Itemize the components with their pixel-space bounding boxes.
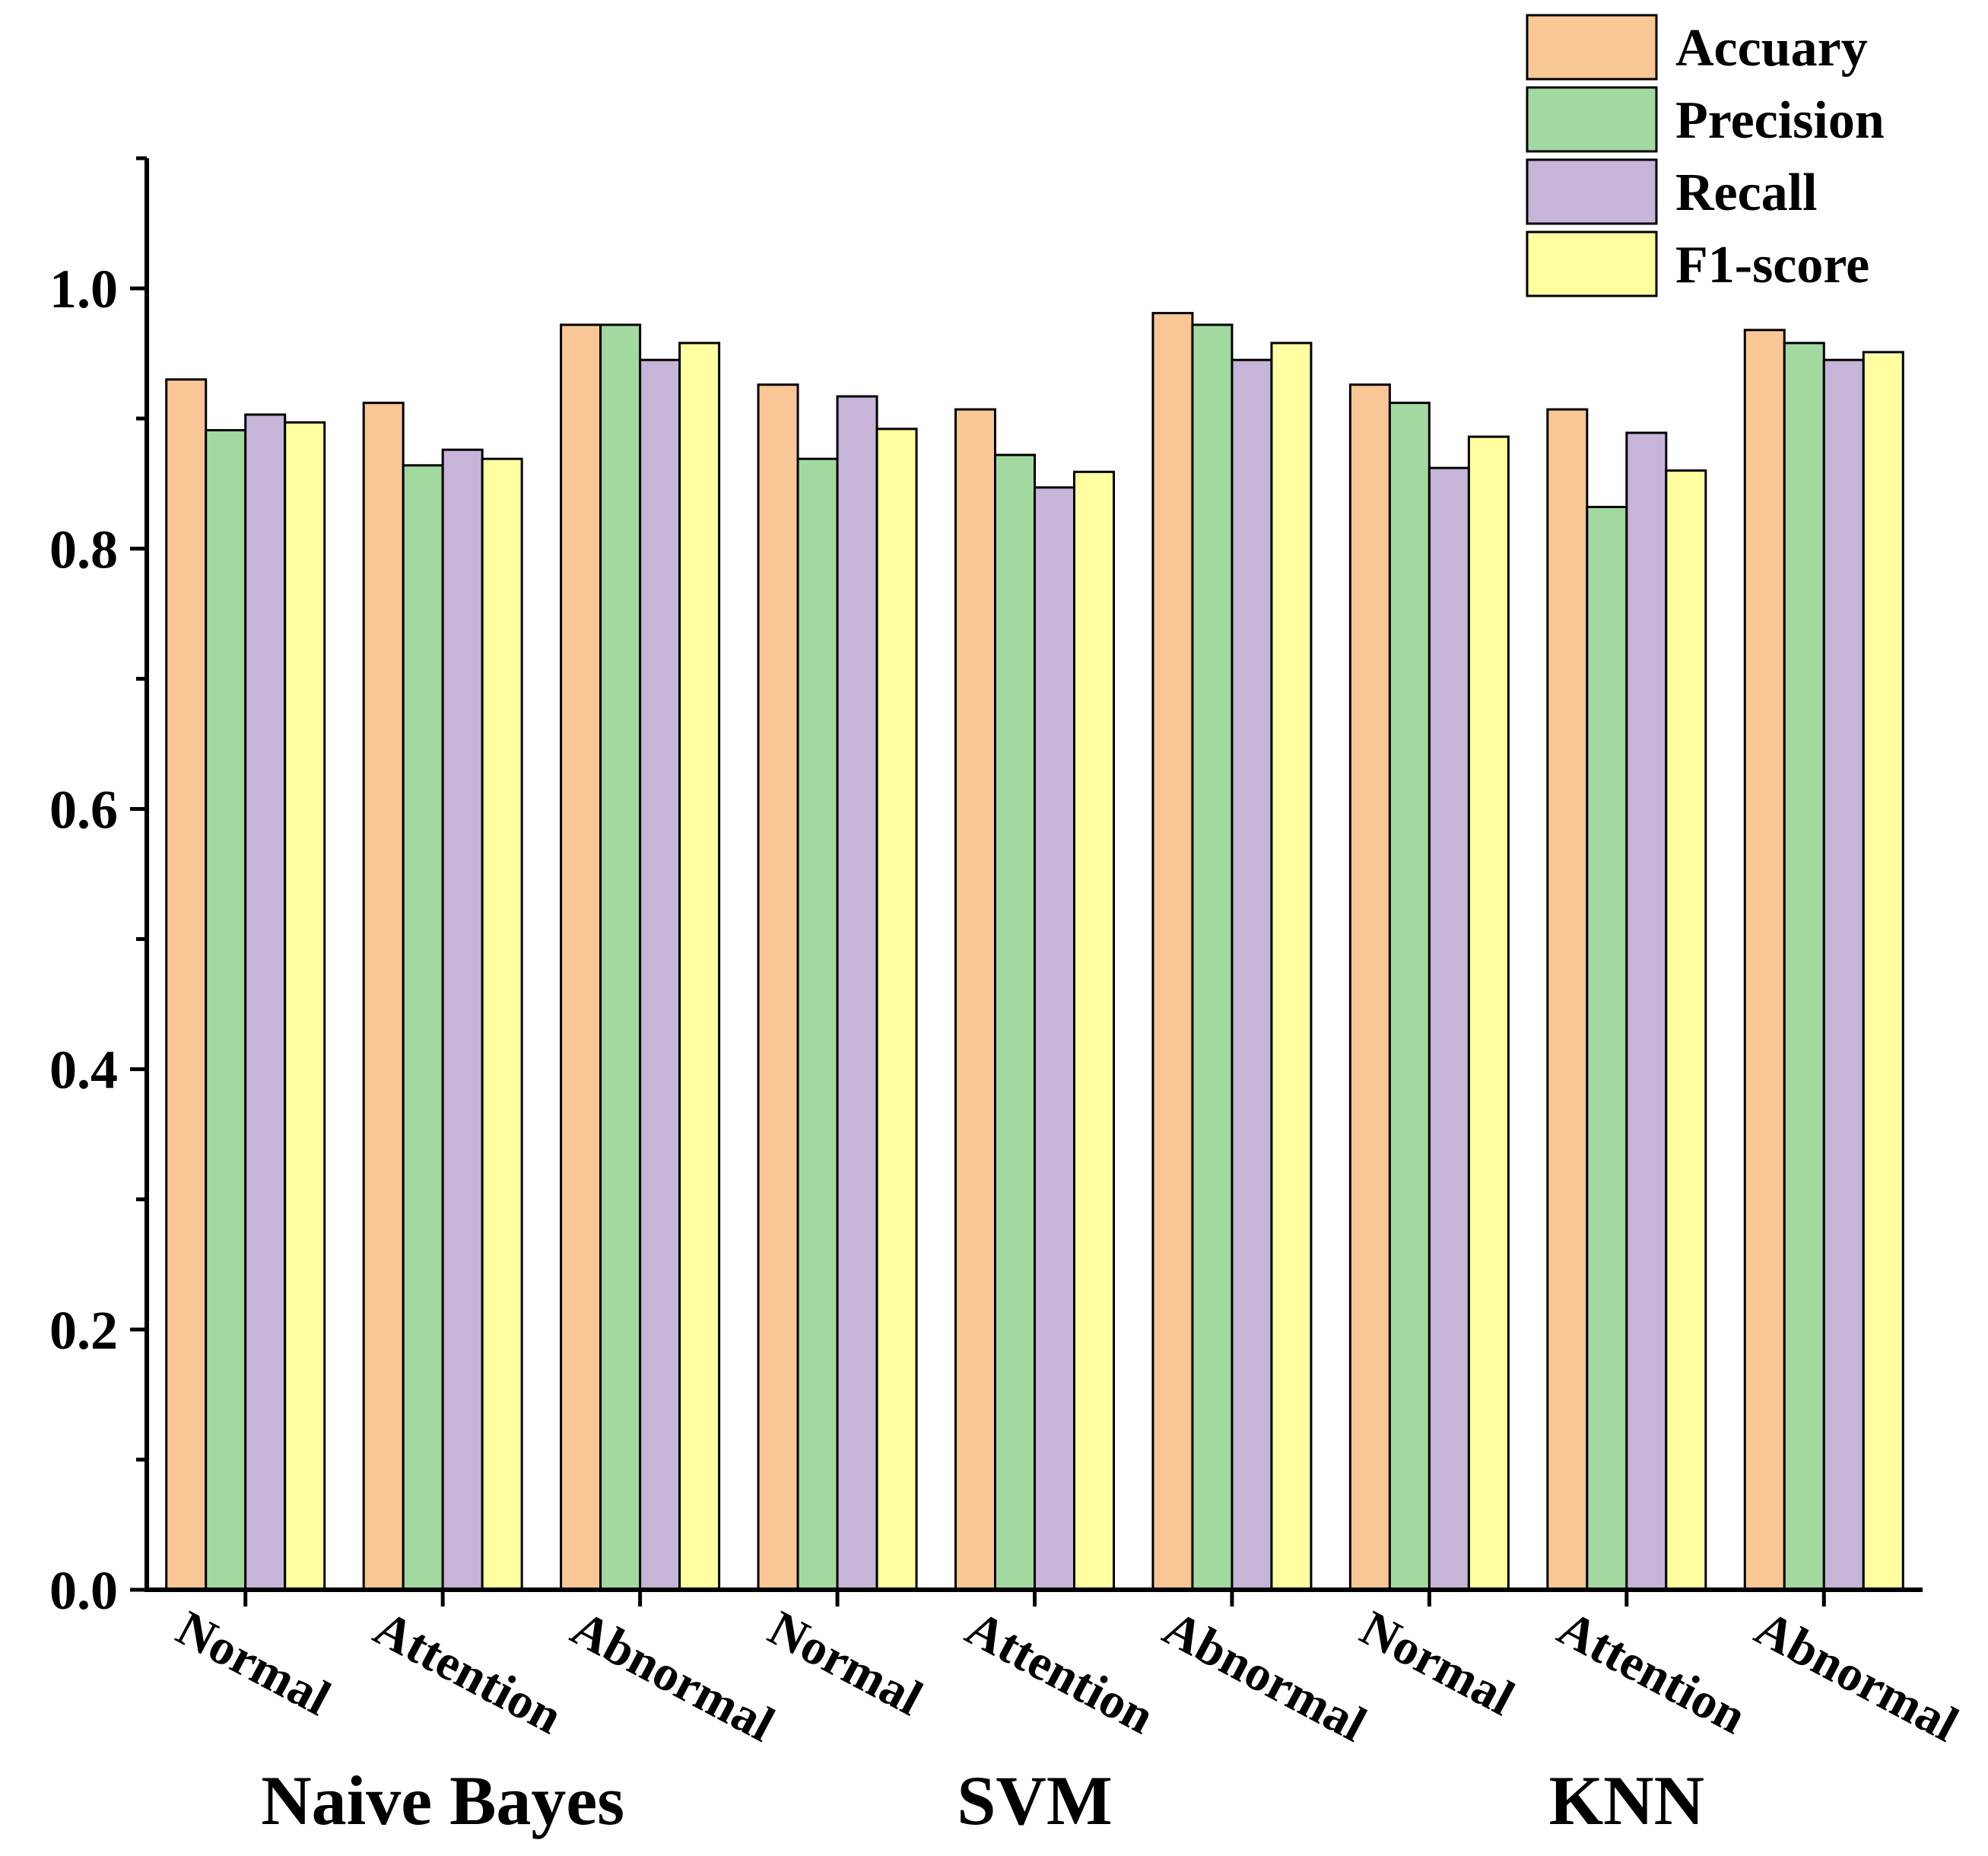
x-category-label: Abnormal bbox=[1746, 1600, 1967, 1753]
bar-precision-5 bbox=[1191, 323, 1234, 1591]
bar-accuary-7 bbox=[1546, 408, 1589, 1591]
bar-recall-3 bbox=[836, 395, 878, 1591]
legend: Accuary Precision Recall F1-score bbox=[1526, 14, 1885, 297]
x-category-label: Attention bbox=[957, 1600, 1163, 1745]
group-label-naive-bayes: Naive Bayes bbox=[261, 1762, 624, 1839]
bar-f1-score-1 bbox=[481, 457, 523, 1591]
bar-recall-6 bbox=[1427, 466, 1470, 1591]
legend-swatch-precision bbox=[1526, 86, 1658, 153]
bar-precision-4 bbox=[994, 453, 1036, 1591]
bar-f1-score-6 bbox=[1467, 435, 1510, 1591]
y-tick-label: 0.0 bbox=[49, 1560, 118, 1621]
y-tick-label: 0.6 bbox=[49, 779, 118, 840]
x-category-label: Attention bbox=[1549, 1600, 1755, 1745]
bar-recall-0 bbox=[244, 413, 287, 1591]
x-category-label: Abnormal bbox=[563, 1600, 783, 1753]
x-category-label: Normal bbox=[760, 1600, 931, 1727]
y-tick-label: 0.2 bbox=[49, 1300, 118, 1361]
x-category-label: Abnormal bbox=[1154, 1600, 1375, 1753]
bar-accuary-4 bbox=[954, 408, 996, 1591]
bar-precision-8 bbox=[1783, 342, 1825, 1591]
legend-label-accuary: Accuary bbox=[1675, 19, 1868, 78]
bar-recall-2 bbox=[639, 358, 681, 1591]
bar-precision-3 bbox=[796, 457, 839, 1591]
bar-f1-score-5 bbox=[1270, 342, 1313, 1591]
y-tick-label: 0.4 bbox=[49, 1040, 118, 1101]
legend-swatch-accuary bbox=[1526, 14, 1658, 81]
bar-recall-1 bbox=[441, 448, 484, 1591]
bar-accuary-2 bbox=[560, 323, 602, 1591]
bar-accuary-0 bbox=[165, 378, 208, 1591]
bar-recall-8 bbox=[1822, 358, 1865, 1591]
x-category-label: Normal bbox=[168, 1600, 339, 1727]
bar-f1-score-0 bbox=[284, 421, 326, 1591]
bar-f1-score-4 bbox=[1073, 470, 1115, 1591]
bar-f1-score-3 bbox=[875, 427, 918, 1591]
group-label-knn: KNN bbox=[1549, 1762, 1704, 1839]
bars-layer bbox=[165, 312, 1904, 1591]
bar-f1-score-2 bbox=[678, 342, 721, 1591]
legend-label-recall: Recall bbox=[1675, 164, 1818, 222]
legend-swatch-recall bbox=[1526, 158, 1658, 225]
legend-label-f1-score: F1-score bbox=[1675, 236, 1869, 294]
bar-accuary-5 bbox=[1151, 312, 1194, 1591]
bar-accuary-6 bbox=[1348, 383, 1391, 1591]
bar-accuary-1 bbox=[362, 402, 405, 1591]
x-category-label: Normal bbox=[1351, 1600, 1523, 1727]
legend-label-precision: Precision bbox=[1675, 91, 1885, 150]
bar-f1-score-7 bbox=[1665, 469, 1707, 1591]
bar-accuary-8 bbox=[1743, 329, 1786, 1591]
bar-recall-7 bbox=[1625, 431, 1668, 1591]
legend-swatch-f1-score bbox=[1526, 230, 1658, 297]
bar-recall-5 bbox=[1231, 358, 1273, 1591]
bar-precision-2 bbox=[599, 323, 642, 1591]
bar-recall-4 bbox=[1034, 486, 1075, 1591]
bar-precision-7 bbox=[1586, 506, 1628, 1591]
group-label-svm: SVM bbox=[957, 1762, 1112, 1839]
x-category-label: Attention bbox=[365, 1600, 571, 1745]
bar-precision-1 bbox=[402, 464, 444, 1591]
y-tick-label: 1.0 bbox=[49, 259, 118, 319]
y-tick-label: 0.8 bbox=[49, 519, 118, 580]
bar-f1-score-8 bbox=[1862, 351, 1904, 1591]
bar-precision-0 bbox=[205, 429, 247, 1591]
bar-accuary-3 bbox=[757, 383, 799, 1591]
bar-precision-6 bbox=[1388, 402, 1431, 1591]
